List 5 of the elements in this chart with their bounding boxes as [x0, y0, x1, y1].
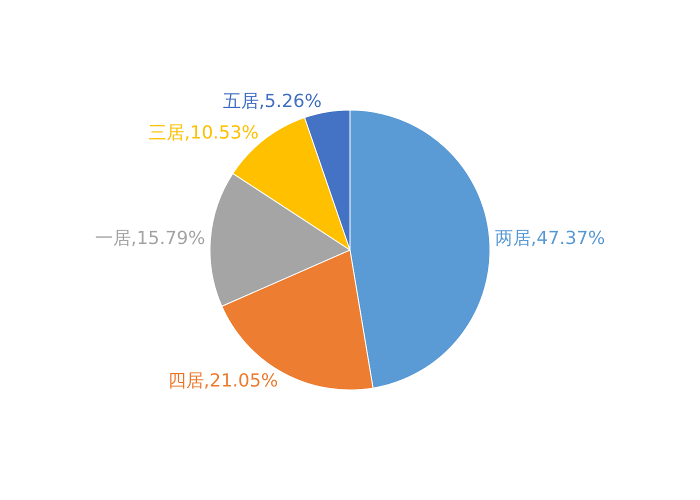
- slice-label: 一居,15.79%: [94, 228, 206, 249]
- slice-label: 两居,47.37%: [494, 228, 606, 249]
- slice-label: 四居,21.05%: [168, 370, 278, 392]
- slice-label: 五居,5.26%: [222, 91, 322, 112]
- slice-label: 三居,10.53%: [148, 122, 259, 144]
